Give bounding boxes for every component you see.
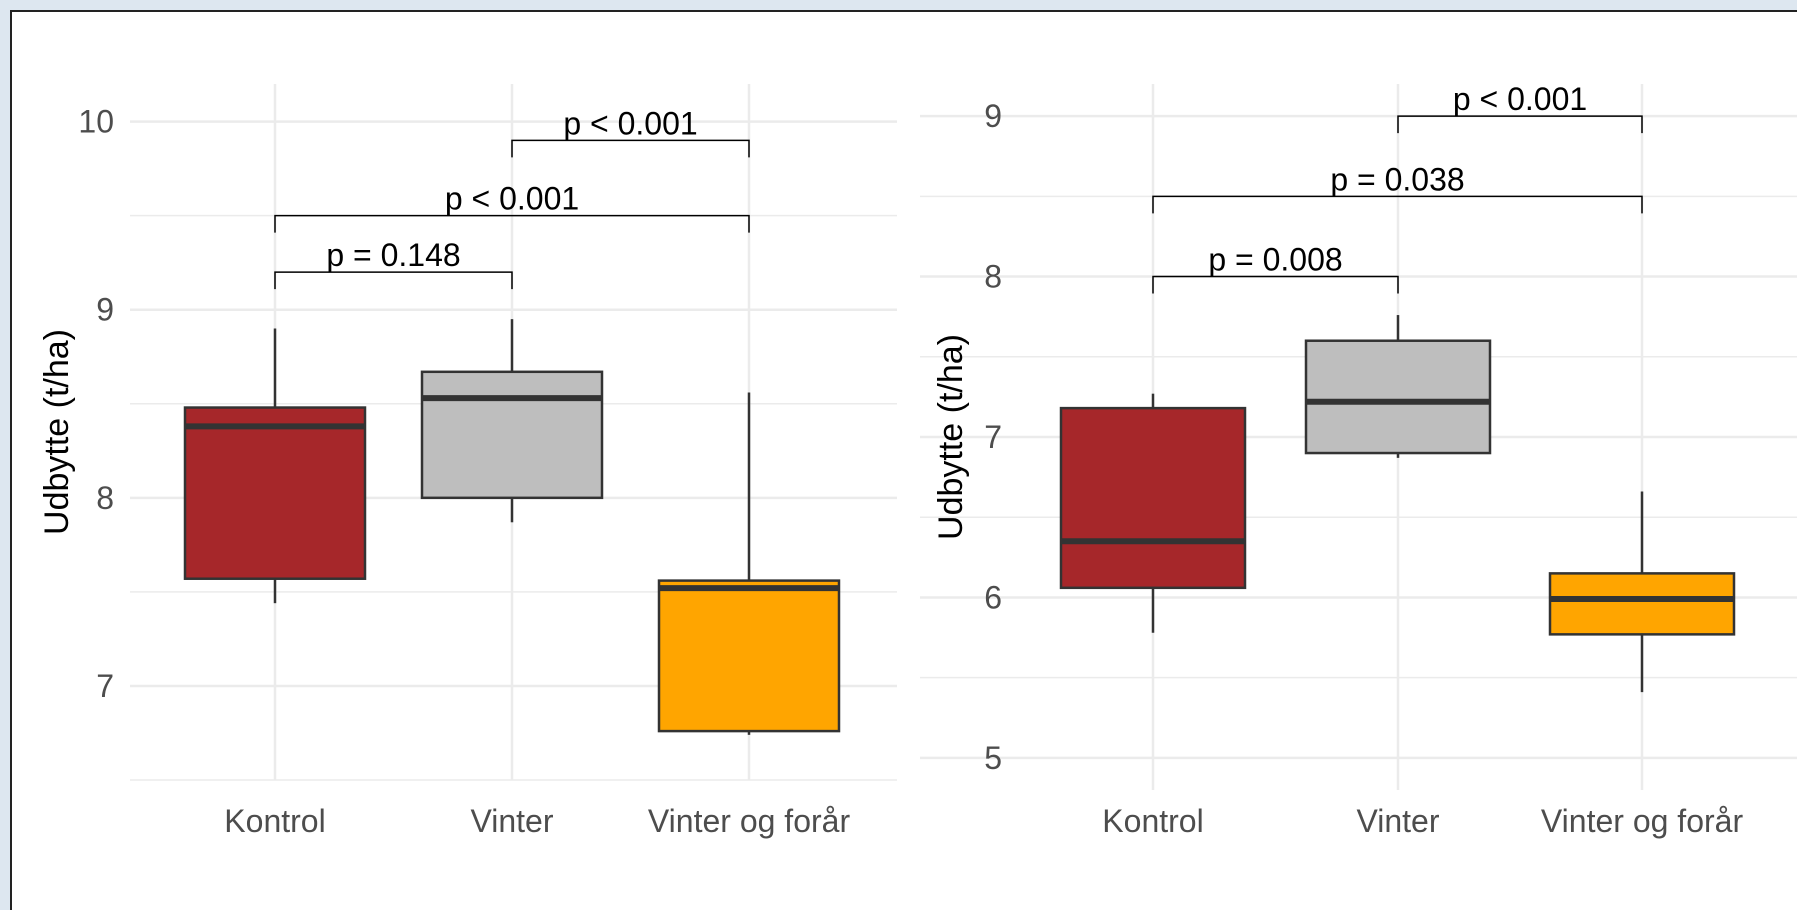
x-tick-label: Vinter og forår	[1541, 803, 1744, 839]
significance-bracket	[274, 214, 750, 233]
x-tick-label: Kontrol	[224, 803, 325, 839]
x-tick-label: Vinter	[1356, 803, 1439, 839]
p-value-label: p = 0.148	[326, 237, 460, 273]
y-tick-label: 9	[96, 292, 114, 328]
p-value-label: p < 0.001	[445, 181, 579, 217]
p-value-label: p < 0.001	[563, 105, 697, 141]
significance-bracket	[1152, 195, 1643, 214]
p-value-label: p = 0.038	[1330, 161, 1464, 197]
y-axis-label: Udbytte (t/ha)	[38, 329, 76, 535]
box-vinter	[1304, 339, 1492, 455]
y-axis-label: Udbytte (t/ha)	[932, 334, 970, 540]
box-vinter-og-forar	[1548, 572, 1736, 636]
p-value-label: p < 0.001	[1453, 81, 1587, 117]
y-tick-label: 7	[984, 419, 1002, 455]
y-tick-label: 8	[96, 480, 114, 516]
box-kontrol	[1059, 406, 1247, 590]
y-tick-label: 7	[96, 668, 114, 704]
y-tick-label: 6	[984, 579, 1002, 615]
box-kontrol	[183, 406, 367, 580]
significance-bracket	[511, 139, 750, 158]
y-tick-label: 10	[78, 104, 114, 140]
x-tick-label: Kontrol	[1102, 803, 1203, 839]
box-vinter	[420, 370, 604, 500]
y-tick-label: 9	[984, 98, 1002, 134]
significance-bracket	[1152, 275, 1399, 294]
boxplot-figure: 7 8 9 10 Udbytte (t/ha) Kontrol Vinter Vinter o…	[38, 81, 1797, 839]
y-tick-label: 5	[984, 740, 1002, 776]
p-value-label: p = 0.008	[1208, 242, 1342, 278]
right-boxplot-panel: 5 6 7 8 9 Udbytte (t/ha) Kontrol Vinter Vinter o…	[920, 81, 1797, 839]
x-tick-label: Vinter	[470, 803, 553, 839]
significance-bracket	[274, 271, 513, 290]
figure-frame: 7 8 9 10 Udbytte (t/ha) Kontrol Vinter Vinter o…	[10, 10, 1797, 910]
y-tick-label: 8	[984, 259, 1002, 295]
box-vinter-og-forar	[657, 579, 841, 733]
left-boxplot-panel: 7 8 9 10 Udbytte (t/ha) Kontrol Vinter Vinter o…	[38, 84, 897, 839]
x-tick-label: Vinter og forår	[648, 803, 851, 839]
significance-bracket	[1397, 115, 1643, 134]
